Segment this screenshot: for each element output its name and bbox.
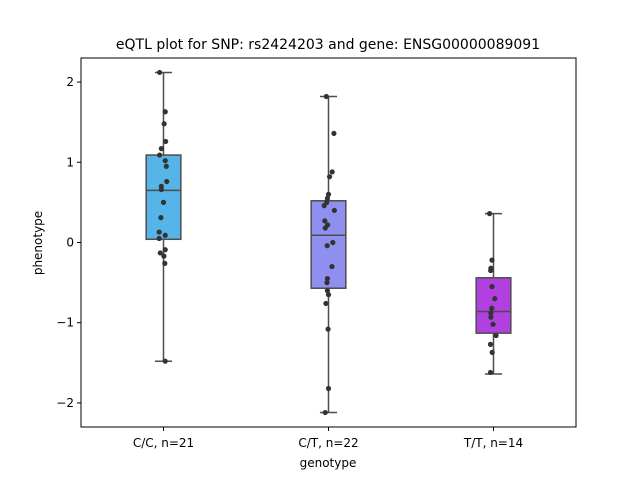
data-point — [493, 332, 499, 339]
y-tick-label: 2 — [66, 75, 74, 89]
data-point — [324, 288, 331, 294]
box-group-2 — [310, 93, 347, 416]
data-point — [157, 250, 163, 256]
data-point — [325, 222, 331, 228]
data-point — [489, 257, 495, 263]
data-point — [323, 300, 329, 307]
data-point — [160, 199, 167, 205]
data-point — [156, 235, 162, 242]
data-point — [162, 260, 168, 266]
data-point — [164, 178, 170, 185]
x-tick-label: C/T, n=22 — [298, 436, 358, 450]
data-point — [330, 239, 336, 246]
data-point — [489, 284, 495, 290]
box-group-3 — [475, 211, 512, 376]
y-axis-label: phenotype — [31, 211, 45, 275]
data-point — [325, 326, 331, 332]
data-point — [489, 305, 495, 311]
data-point — [324, 195, 331, 201]
x-tick-label: C/C, n=21 — [133, 436, 194, 450]
data-point — [331, 130, 337, 137]
data-point — [492, 296, 498, 302]
data-point — [157, 69, 163, 76]
data-point — [488, 314, 494, 320]
data-point — [163, 163, 169, 169]
data-point — [163, 138, 169, 145]
data-point — [487, 369, 494, 376]
x-axis-label: genotype — [300, 456, 357, 470]
data-point — [156, 229, 162, 235]
x-tick-label: T/T, n=14 — [463, 436, 523, 450]
data-point — [331, 207, 337, 214]
chart-title: eQTL plot for SNP: rs2424203 and gene: E… — [116, 37, 540, 53]
data-point — [322, 218, 328, 224]
data-point — [162, 232, 168, 238]
data-point — [490, 321, 496, 327]
data-point — [162, 358, 168, 364]
box-group-1 — [145, 69, 182, 364]
y-tick-label: −2 — [56, 396, 74, 410]
y-tick-label: 0 — [66, 236, 74, 250]
data-point — [326, 174, 333, 180]
data-point — [162, 158, 168, 164]
y-tick-label: 1 — [66, 155, 74, 169]
data-point — [324, 243, 330, 249]
iqr-box — [145, 154, 182, 241]
data-point — [487, 341, 494, 347]
data-point — [158, 146, 164, 152]
data-point — [487, 211, 493, 217]
data-point — [321, 203, 327, 209]
data-point — [161, 253, 167, 259]
axes: 2 1 0 −1 −2 C/C, n=21 C/T, n=22 T/T, n=14 — [56, 75, 523, 450]
data-point — [161, 121, 167, 127]
data-point — [488, 310, 494, 316]
data-point — [162, 109, 168, 115]
data-point — [324, 275, 331, 282]
data-point — [488, 265, 494, 271]
y-tick-label: −1 — [56, 316, 74, 330]
plot-area — [145, 69, 512, 416]
data-point — [325, 191, 332, 197]
data-point — [323, 93, 329, 100]
data-point — [489, 349, 495, 355]
data-point — [324, 280, 330, 286]
data-point — [322, 409, 328, 416]
data-point — [162, 247, 168, 253]
data-point — [329, 263, 335, 270]
data-point — [325, 292, 332, 298]
data-point — [158, 186, 164, 193]
data-point — [329, 169, 335, 175]
data-point — [157, 152, 163, 158]
data-point — [325, 385, 332, 392]
data-point — [158, 215, 164, 221]
